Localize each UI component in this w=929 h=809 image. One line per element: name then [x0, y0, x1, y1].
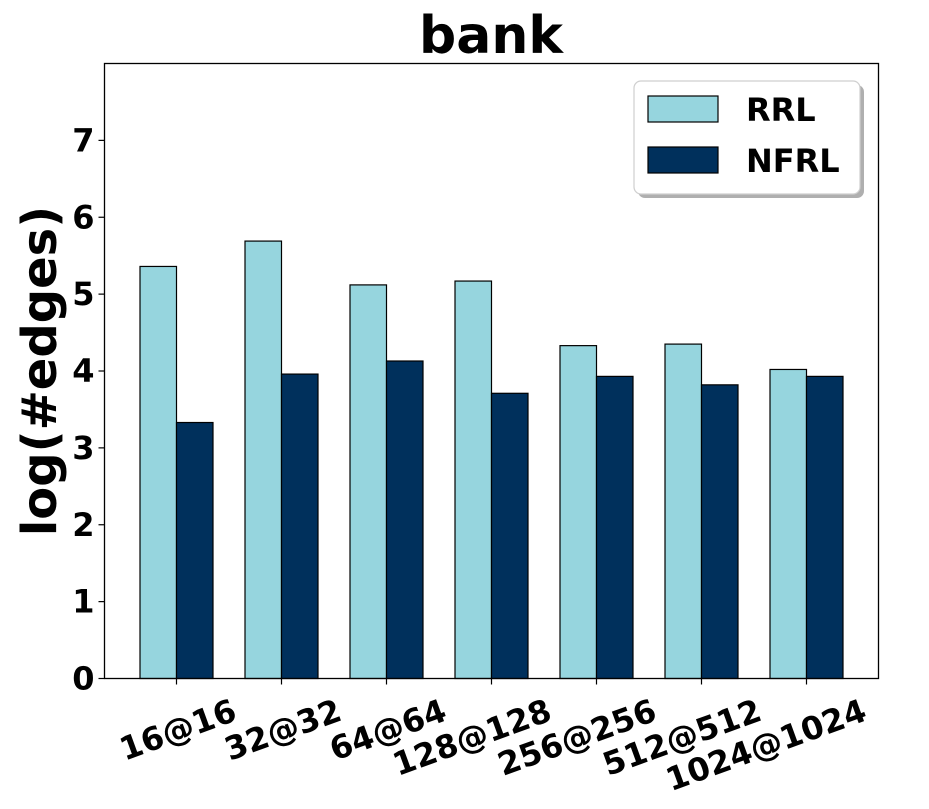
- bar-nfrl-64@64: [385, 360, 424, 680]
- bar-nfrl-128@128: [490, 392, 529, 680]
- x-axis: 16@1632@3264@64128@128256@256512@5121024…: [114, 678, 871, 799]
- y-tick-label-1: 1: [72, 583, 94, 621]
- legend: RRL NFRL: [633, 80, 864, 198]
- chart-title: bank: [419, 6, 564, 66]
- y-axis: 0 1 2 3 4 5 6 7: [72, 121, 105, 698]
- x-tick-label-32@32: 32@32: [219, 691, 346, 768]
- y-tick-label-0: 0: [72, 660, 94, 698]
- bar-rrl-32@32: [244, 240, 283, 680]
- bar-rrl-64@64: [349, 284, 388, 680]
- y-tick-label-7: 7: [72, 121, 94, 159]
- bar-nfrl-1024@1024: [805, 375, 844, 680]
- y-tick-label-6: 6: [72, 198, 94, 236]
- legend-swatch-nfrl: [647, 146, 719, 174]
- bar-rrl-512@512: [664, 343, 703, 680]
- legend-swatch-rrl: [647, 95, 719, 123]
- legend-label-rrl: RRL: [746, 91, 816, 129]
- legend-label-nfrl: NFRL: [746, 142, 840, 180]
- x-tick-label-16@16: 16@16: [114, 691, 241, 768]
- y-axis-label: log(#edges): [12, 206, 68, 536]
- y-tick-label-3: 3: [72, 429, 94, 467]
- bar-nfrl-16@16: [175, 421, 214, 680]
- bar-rrl-128@128: [454, 280, 493, 680]
- bar-rrl-1024@1024: [769, 368, 808, 680]
- bars-group: [139, 240, 844, 680]
- bar-nfrl-512@512: [700, 384, 739, 680]
- y-tick-label-2: 2: [72, 506, 94, 544]
- bar-rrl-16@16: [139, 265, 178, 680]
- bar-nfrl-32@32: [280, 373, 319, 680]
- y-tick-label-5: 5: [72, 275, 94, 313]
- bar-rrl-256@256: [559, 345, 598, 680]
- y-tick-label-4: 4: [72, 352, 94, 390]
- bar-nfrl-256@256: [595, 375, 634, 680]
